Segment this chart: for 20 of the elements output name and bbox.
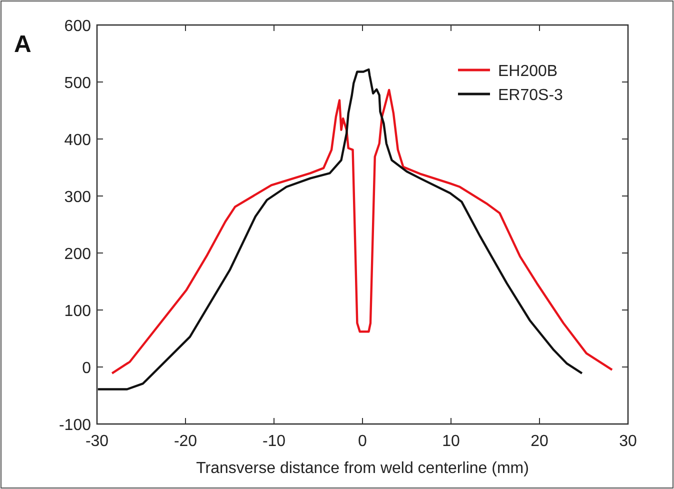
y-tick-label: -100 <box>58 417 92 434</box>
x-axis-title: Transverse distance from weld centerline (mm) <box>196 460 529 477</box>
y-tick-label: 200 <box>64 246 92 263</box>
y-tick-label: 300 <box>64 189 92 206</box>
text: A <box>14 31 32 58</box>
y-tick-label: 0 <box>82 360 92 377</box>
y-tick-label: 100 <box>64 303 92 320</box>
legend-label: ER70S-3 <box>498 87 564 104</box>
x-tick-label: 20 <box>530 433 548 450</box>
y-tick-label: 400 <box>64 132 92 149</box>
x-tick-label: 30 <box>619 433 637 450</box>
x-tick-label: -10 <box>262 433 286 450</box>
x-tick-label: -20 <box>174 433 198 450</box>
x-tick-label: -30 <box>85 433 109 450</box>
y-tick-label: 600 <box>64 18 92 35</box>
y-tick-label: 500 <box>64 75 92 92</box>
line-series <box>110 88 614 374</box>
x-tick-label: 10 <box>442 433 460 450</box>
legend-label: EH200B <box>498 63 558 80</box>
x-tick-label: 0 <box>358 433 368 450</box>
